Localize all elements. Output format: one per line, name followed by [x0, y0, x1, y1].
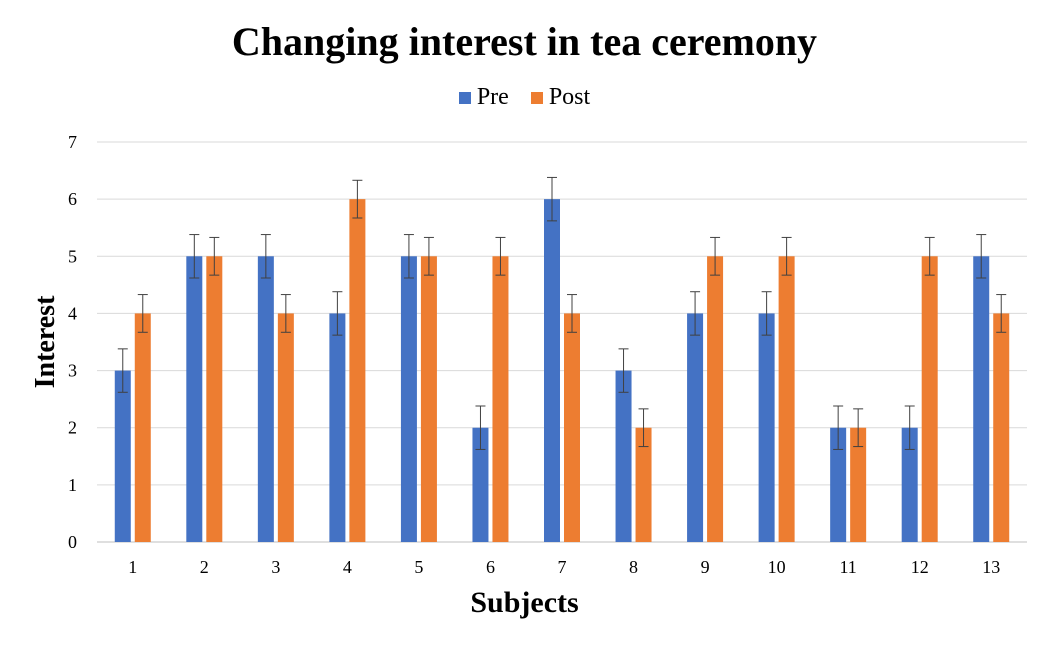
bar-post — [921, 256, 938, 542]
bar-post — [492, 256, 509, 542]
legend-item-post: Post — [530, 84, 591, 111]
y-tick-label: 3 — [68, 361, 77, 381]
bar-pre — [758, 313, 775, 542]
x-tick-label: 6 — [486, 557, 495, 577]
y-tick-label: 2 — [68, 418, 77, 438]
x-tick-label: 12 — [911, 557, 929, 577]
bar-post — [850, 427, 867, 542]
bar-pre — [472, 427, 489, 542]
x-tick-label: 1 — [128, 557, 137, 577]
y-tick-label: 7 — [68, 132, 77, 152]
y-tick-label: 1 — [68, 475, 77, 495]
bar-post — [277, 313, 294, 542]
legend-label-pre: Pre — [476, 84, 509, 110]
bar-post — [993, 313, 1010, 542]
legend: Pre Post — [0, 84, 1049, 111]
x-tick-label: 9 — [701, 557, 710, 577]
x-tick-label: 8 — [629, 557, 638, 577]
bar-pre — [329, 313, 346, 542]
bar-pre — [973, 256, 990, 542]
bar-post — [635, 427, 652, 542]
bar-pre — [901, 427, 918, 542]
x-tick-label: 7 — [558, 557, 567, 577]
x-tick-label: 5 — [414, 557, 423, 577]
x-tick-label: 11 — [839, 557, 856, 577]
x-tick-label: 2 — [200, 557, 209, 577]
bar-pre — [114, 370, 131, 542]
legend-swatch-post — [530, 91, 543, 104]
x-tick-label: 10 — [768, 557, 786, 577]
bar-pre — [544, 199, 560, 542]
x-axis-label: Subjects — [470, 586, 579, 619]
bar-pre — [830, 427, 847, 542]
bar-post — [206, 256, 223, 542]
bar-post — [134, 313, 151, 542]
y-tick-label: 4 — [68, 303, 77, 323]
legend-label-post: Post — [548, 84, 591, 110]
x-tick-label: 13 — [982, 557, 1000, 577]
y-tick-label: 6 — [68, 189, 77, 209]
bar-post — [564, 313, 580, 542]
bar-pre — [257, 256, 274, 542]
bar-post — [420, 256, 437, 542]
bar-pre — [400, 256, 417, 542]
bar-post — [707, 256, 724, 542]
y-tick-label: 0 — [68, 532, 77, 552]
y-tick-label: 5 — [68, 246, 77, 266]
chart-title: Changing interest in tea ceremony — [231, 19, 818, 64]
x-tick-label: 4 — [343, 557, 352, 577]
legend-swatch-pre — [458, 91, 471, 104]
x-tick-label: 3 — [271, 557, 280, 577]
legend-item-pre: Pre — [458, 84, 509, 111]
bar-post — [778, 256, 795, 542]
bar-pre — [186, 256, 203, 542]
bar-pre — [615, 370, 632, 542]
bar-pre — [687, 313, 704, 542]
bar-post — [349, 199, 366, 542]
